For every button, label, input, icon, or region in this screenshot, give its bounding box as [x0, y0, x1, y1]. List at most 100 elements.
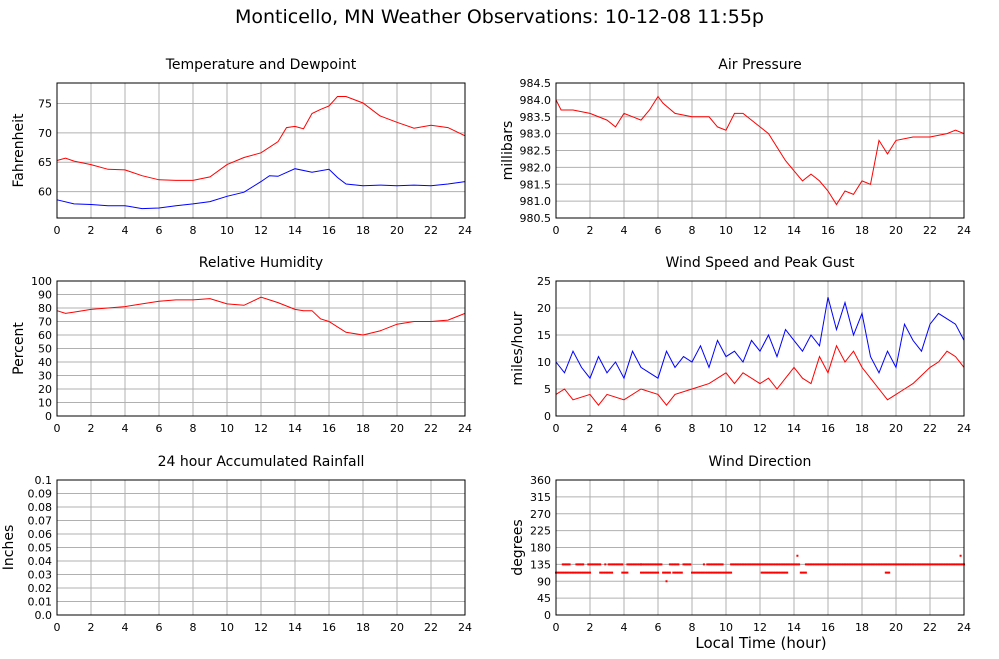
plot-frame	[555, 280, 965, 417]
data-point	[638, 563, 641, 566]
data-point	[606, 571, 608, 574]
data-point	[767, 563, 770, 566]
data-point	[719, 563, 722, 566]
data-point	[706, 563, 709, 566]
x-tick-label: 20	[390, 621, 404, 634]
x-tick-label: 22	[923, 422, 937, 435]
y-tick-label: 0.04	[28, 555, 53, 568]
data-point	[867, 563, 870, 566]
data-point	[840, 563, 843, 566]
data-point	[568, 563, 571, 566]
data-point	[957, 563, 960, 566]
y-tick-label: 0.05	[28, 542, 53, 555]
x-tick-label: 0	[54, 422, 61, 435]
data-point	[716, 571, 719, 574]
y-tick-label: 50	[38, 343, 52, 356]
y-axis-label: millibars	[500, 121, 516, 181]
data-point	[804, 571, 807, 574]
data-point	[830, 563, 833, 566]
data-point	[721, 571, 724, 574]
data-point	[893, 563, 896, 566]
y-tick-label: 45	[537, 592, 551, 605]
chart-title: Wind Speed and Peak Gust	[666, 255, 855, 271]
data-point	[837, 563, 840, 566]
data-point	[646, 571, 649, 574]
data-point	[672, 571, 675, 574]
data-point	[561, 571, 564, 574]
data-point	[905, 563, 908, 566]
data-point	[658, 563, 661, 566]
x-tick-label: 14	[787, 224, 801, 237]
data-point	[866, 563, 869, 566]
data-point	[674, 563, 676, 566]
data-point	[616, 563, 619, 566]
plot-frame	[56, 82, 466, 219]
y-tick-label: 0	[544, 609, 551, 622]
data-point	[786, 563, 789, 566]
data-point	[706, 571, 709, 574]
data-point	[609, 571, 612, 574]
data-point	[796, 554, 799, 557]
data-point	[714, 563, 717, 566]
y-tick-label: 65	[38, 156, 52, 169]
data-point	[723, 571, 726, 574]
data-point	[782, 563, 785, 566]
y-tick-label: 70	[38, 127, 52, 140]
data-point	[662, 571, 665, 574]
data-point	[590, 563, 593, 566]
data-point	[760, 571, 763, 574]
y-tick-label: 315	[530, 491, 551, 504]
data-point	[626, 571, 629, 574]
data-point	[653, 563, 656, 566]
data-point	[762, 571, 765, 574]
data-point	[915, 563, 918, 566]
data-point	[862, 563, 865, 566]
x-tick-label: 22	[923, 621, 937, 634]
data-point	[697, 571, 700, 574]
x-tick-label: 24	[458, 422, 472, 435]
data-point	[599, 563, 602, 566]
x-tick-label: 18	[855, 422, 869, 435]
plot-frame	[56, 280, 466, 417]
y-tick-label: 0.08	[28, 501, 53, 514]
x-tick-label: 10	[719, 621, 733, 634]
data-point	[716, 563, 719, 566]
x-tick-label: 22	[424, 224, 438, 237]
data-point	[821, 563, 824, 566]
y-tick-label: 270	[530, 508, 551, 521]
data-point	[556, 571, 559, 574]
y-tick-label: 20	[38, 383, 52, 396]
data-point	[849, 563, 852, 566]
data-point	[578, 563, 581, 566]
data-point	[600, 571, 603, 574]
data-point	[665, 571, 668, 574]
x-tick-label: 12	[753, 224, 767, 237]
y-tick-label: 60	[38, 329, 52, 342]
data-point	[563, 571, 566, 574]
data-point	[692, 571, 695, 574]
data-point	[898, 563, 901, 566]
data-point	[852, 563, 855, 566]
data-point	[696, 571, 699, 574]
data-point	[718, 563, 721, 566]
x-tick-label: 8	[190, 422, 197, 435]
data-point	[753, 563, 756, 566]
data-point	[770, 563, 773, 566]
data-point	[929, 563, 931, 566]
x-tick-label: 16	[322, 422, 336, 435]
data-point	[818, 563, 821, 566]
x-axis-caption: Local Time (hour)	[695, 634, 827, 652]
data-point	[713, 563, 716, 566]
data-point	[609, 563, 612, 566]
y-tick-label: 75	[38, 98, 52, 111]
x-tick-label: 6	[655, 621, 662, 634]
data-point	[565, 571, 568, 574]
data-point	[833, 563, 836, 566]
data-point	[759, 563, 761, 566]
data-point	[888, 571, 891, 574]
data-point	[816, 563, 819, 566]
data-point	[660, 563, 663, 566]
data-point	[566, 563, 569, 566]
x-tick-label: 10	[719, 224, 733, 237]
